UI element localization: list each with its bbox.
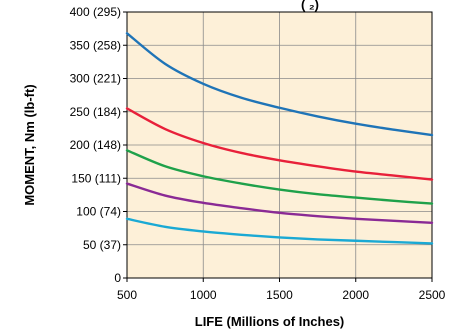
- y-axis-title: MOMENT, Nm (lb-ft): [22, 84, 37, 205]
- series-line-4: [125, 182, 434, 225]
- y-tick-label: 50 (37): [83, 238, 121, 252]
- y-tick-label: 300 (221): [70, 72, 121, 86]
- y-tick-label: 350 (258): [70, 38, 121, 52]
- x-axis-title: LIFE (Millions of Inches): [195, 314, 345, 329]
- y-tick-label: 150 (111): [71, 171, 121, 185]
- y-tick-label: 200 (148): [70, 138, 121, 152]
- series-line-3: [125, 149, 434, 205]
- series-line-5: [125, 217, 434, 245]
- y-tick-label: 100 (74): [76, 205, 121, 219]
- y-tick-label: 250 (184): [70, 105, 121, 119]
- x-tick-label: 1000: [190, 288, 217, 302]
- x-tick-label: 500: [117, 288, 137, 302]
- x-tick-label: 2000: [342, 288, 369, 302]
- chart-title: ( ₂): [301, 0, 319, 12]
- series-line-1: [125, 32, 434, 137]
- y-tick-label: 400 (295): [70, 5, 121, 19]
- x-tick-label: 1500: [266, 288, 293, 302]
- x-tick-label: 2500: [419, 288, 446, 302]
- series-line-2: [125, 107, 434, 181]
- y-tick-label: 0: [114, 271, 121, 285]
